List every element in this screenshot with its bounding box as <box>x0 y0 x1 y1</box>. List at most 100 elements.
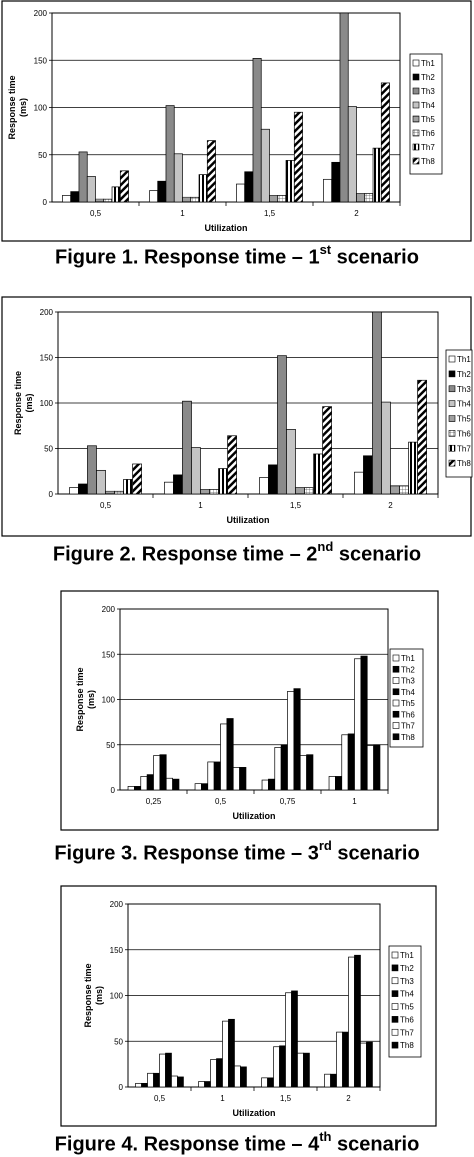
bar-th2-4 <box>363 455 373 495</box>
bar-th6-4 <box>364 193 374 203</box>
legend-label-th8: Th8 <box>457 459 471 468</box>
legend-swatch-th8 <box>391 1041 399 1049</box>
legend-label-th7: Th7 <box>400 1028 414 1037</box>
bar-th2-4 <box>331 161 341 203</box>
legend-label-th7: Th7 <box>457 444 471 453</box>
bar-th8-4 <box>373 744 381 791</box>
legend-label-th4: Th4 <box>421 101 435 110</box>
bar-th7-2 <box>234 1065 241 1088</box>
bar-th7-3 <box>313 453 323 495</box>
legend-swatch-th3 <box>392 677 400 684</box>
bar-th1-2 <box>149 190 159 203</box>
legend-swatch-th5 <box>412 115 420 123</box>
x-tick-label: 2 <box>346 1094 351 1103</box>
bar-th4-3 <box>279 1045 286 1088</box>
legend-label-th4: Th4 <box>400 990 414 999</box>
x-tick-label: 0,5 <box>90 209 102 218</box>
legend-swatch-th4 <box>412 101 420 109</box>
x-axis-label: Utilization <box>205 223 248 233</box>
bar-th5-4 <box>354 658 362 791</box>
y-tick-label: 150 <box>40 354 54 363</box>
legend-label-th2: Th2 <box>401 665 415 674</box>
figure-3-caption: Figure 3. Response time – 3rd scenario <box>54 838 420 865</box>
x-tick-label: 1,5 <box>290 501 302 510</box>
legend-box <box>388 945 422 1058</box>
legend-swatch-th2 <box>412 73 420 81</box>
bar-th3-1 <box>78 151 88 203</box>
legend-swatch-th5 <box>448 415 456 422</box>
bar-th6-2 <box>209 489 219 495</box>
bar-th6-1 <box>165 1052 172 1088</box>
bar-th5-3 <box>285 992 292 1088</box>
bar-th7-3 <box>297 1052 304 1088</box>
x-axis-label: Utilization <box>233 811 276 821</box>
bar-th8-3 <box>293 111 303 203</box>
bar-th5-4 <box>390 485 400 495</box>
legend-swatch-th4 <box>448 400 456 407</box>
x-tick-label: 1,5 <box>264 209 276 218</box>
x-tick-label: 1 <box>352 797 357 806</box>
bar-th3-2 <box>165 105 175 203</box>
chart-frame <box>60 885 437 1127</box>
legend-swatch-th1 <box>391 951 399 959</box>
x-tick-label: 0,75 <box>280 797 296 806</box>
bar-th5-2 <box>220 723 228 791</box>
bar-th3-2 <box>210 1059 217 1088</box>
legend-box <box>409 53 443 175</box>
x-axis-label: Utilization <box>233 1108 276 1118</box>
bar-th7-2 <box>232 767 240 791</box>
bar-th2-3 <box>267 1077 274 1088</box>
y-tick-label: 50 <box>44 445 53 454</box>
legend-label-th8: Th8 <box>401 733 415 742</box>
bar-th8-3 <box>322 406 332 495</box>
bar-th7-4 <box>360 1042 367 1088</box>
bar-th5-4 <box>348 956 355 1088</box>
bar-th2-2 <box>157 180 167 203</box>
chart-frame <box>60 590 439 831</box>
bar-th7-1 <box>171 1075 178 1088</box>
legend-label-th6: Th6 <box>400 1015 414 1024</box>
bar-th6-4 <box>360 655 368 791</box>
bar-th8-1 <box>132 463 142 495</box>
bar-th1-1 <box>69 487 79 495</box>
legend-swatch-th2 <box>448 370 456 378</box>
bar-th4-4 <box>342 1031 349 1088</box>
legend-label-th2: Th2 <box>457 370 471 379</box>
bar-th2-1 <box>141 1082 148 1088</box>
bar-th6-1 <box>114 490 124 495</box>
bar-th8-1 <box>172 778 180 791</box>
bar-th8-2 <box>240 1066 247 1088</box>
bar-th8-3 <box>306 754 314 791</box>
legend-label-th1: Th1 <box>401 654 415 663</box>
y-axis-label: Response time(ms) <box>83 963 104 1027</box>
legend-swatch-th6 <box>448 430 456 437</box>
bar-th4-2 <box>216 1058 223 1088</box>
bar-th2-4 <box>330 1073 337 1088</box>
y-axis-label: Response time(ms) <box>75 667 96 731</box>
legend-swatch-th7 <box>412 143 420 151</box>
bar-th5-1 <box>159 1053 166 1088</box>
legend-swatch-th5 <box>392 699 400 707</box>
bar-th3-3 <box>277 355 287 495</box>
bar-th6-2 <box>226 718 234 791</box>
bar-th1-4 <box>323 178 333 203</box>
chart-3: 0 50 100 150 200 0,25 0,5 0,75 1 Utilization Respo… <box>60 590 439 831</box>
bar-th4-4 <box>381 401 391 495</box>
bar-th6-1 <box>103 198 113 203</box>
chart-2: 0 50 100 150 200 0,5 1 1,5 2 Utilization Response … <box>1 296 473 537</box>
bar-th3-4 <box>372 311 382 495</box>
bar-th6-3 <box>293 688 301 791</box>
bar-th3-2 <box>182 400 192 495</box>
figure-1-caption: Figure 1. Response time – 1st scenario <box>55 242 419 269</box>
legend-swatch-th5 <box>391 1003 399 1010</box>
bar-th1-3 <box>261 779 269 791</box>
bar-th4-1 <box>86 176 96 203</box>
bar-th1-2 <box>194 783 202 791</box>
y-tick-label: 0 <box>49 490 54 499</box>
x-tick-label: 2 <box>354 209 359 218</box>
bar-th6-4 <box>399 485 409 495</box>
bar-th2-3 <box>268 778 276 791</box>
legend-label-th3: Th3 <box>421 87 435 96</box>
x-axis-label: Utilization <box>227 515 270 525</box>
y-tick-label: 100 <box>102 696 116 705</box>
